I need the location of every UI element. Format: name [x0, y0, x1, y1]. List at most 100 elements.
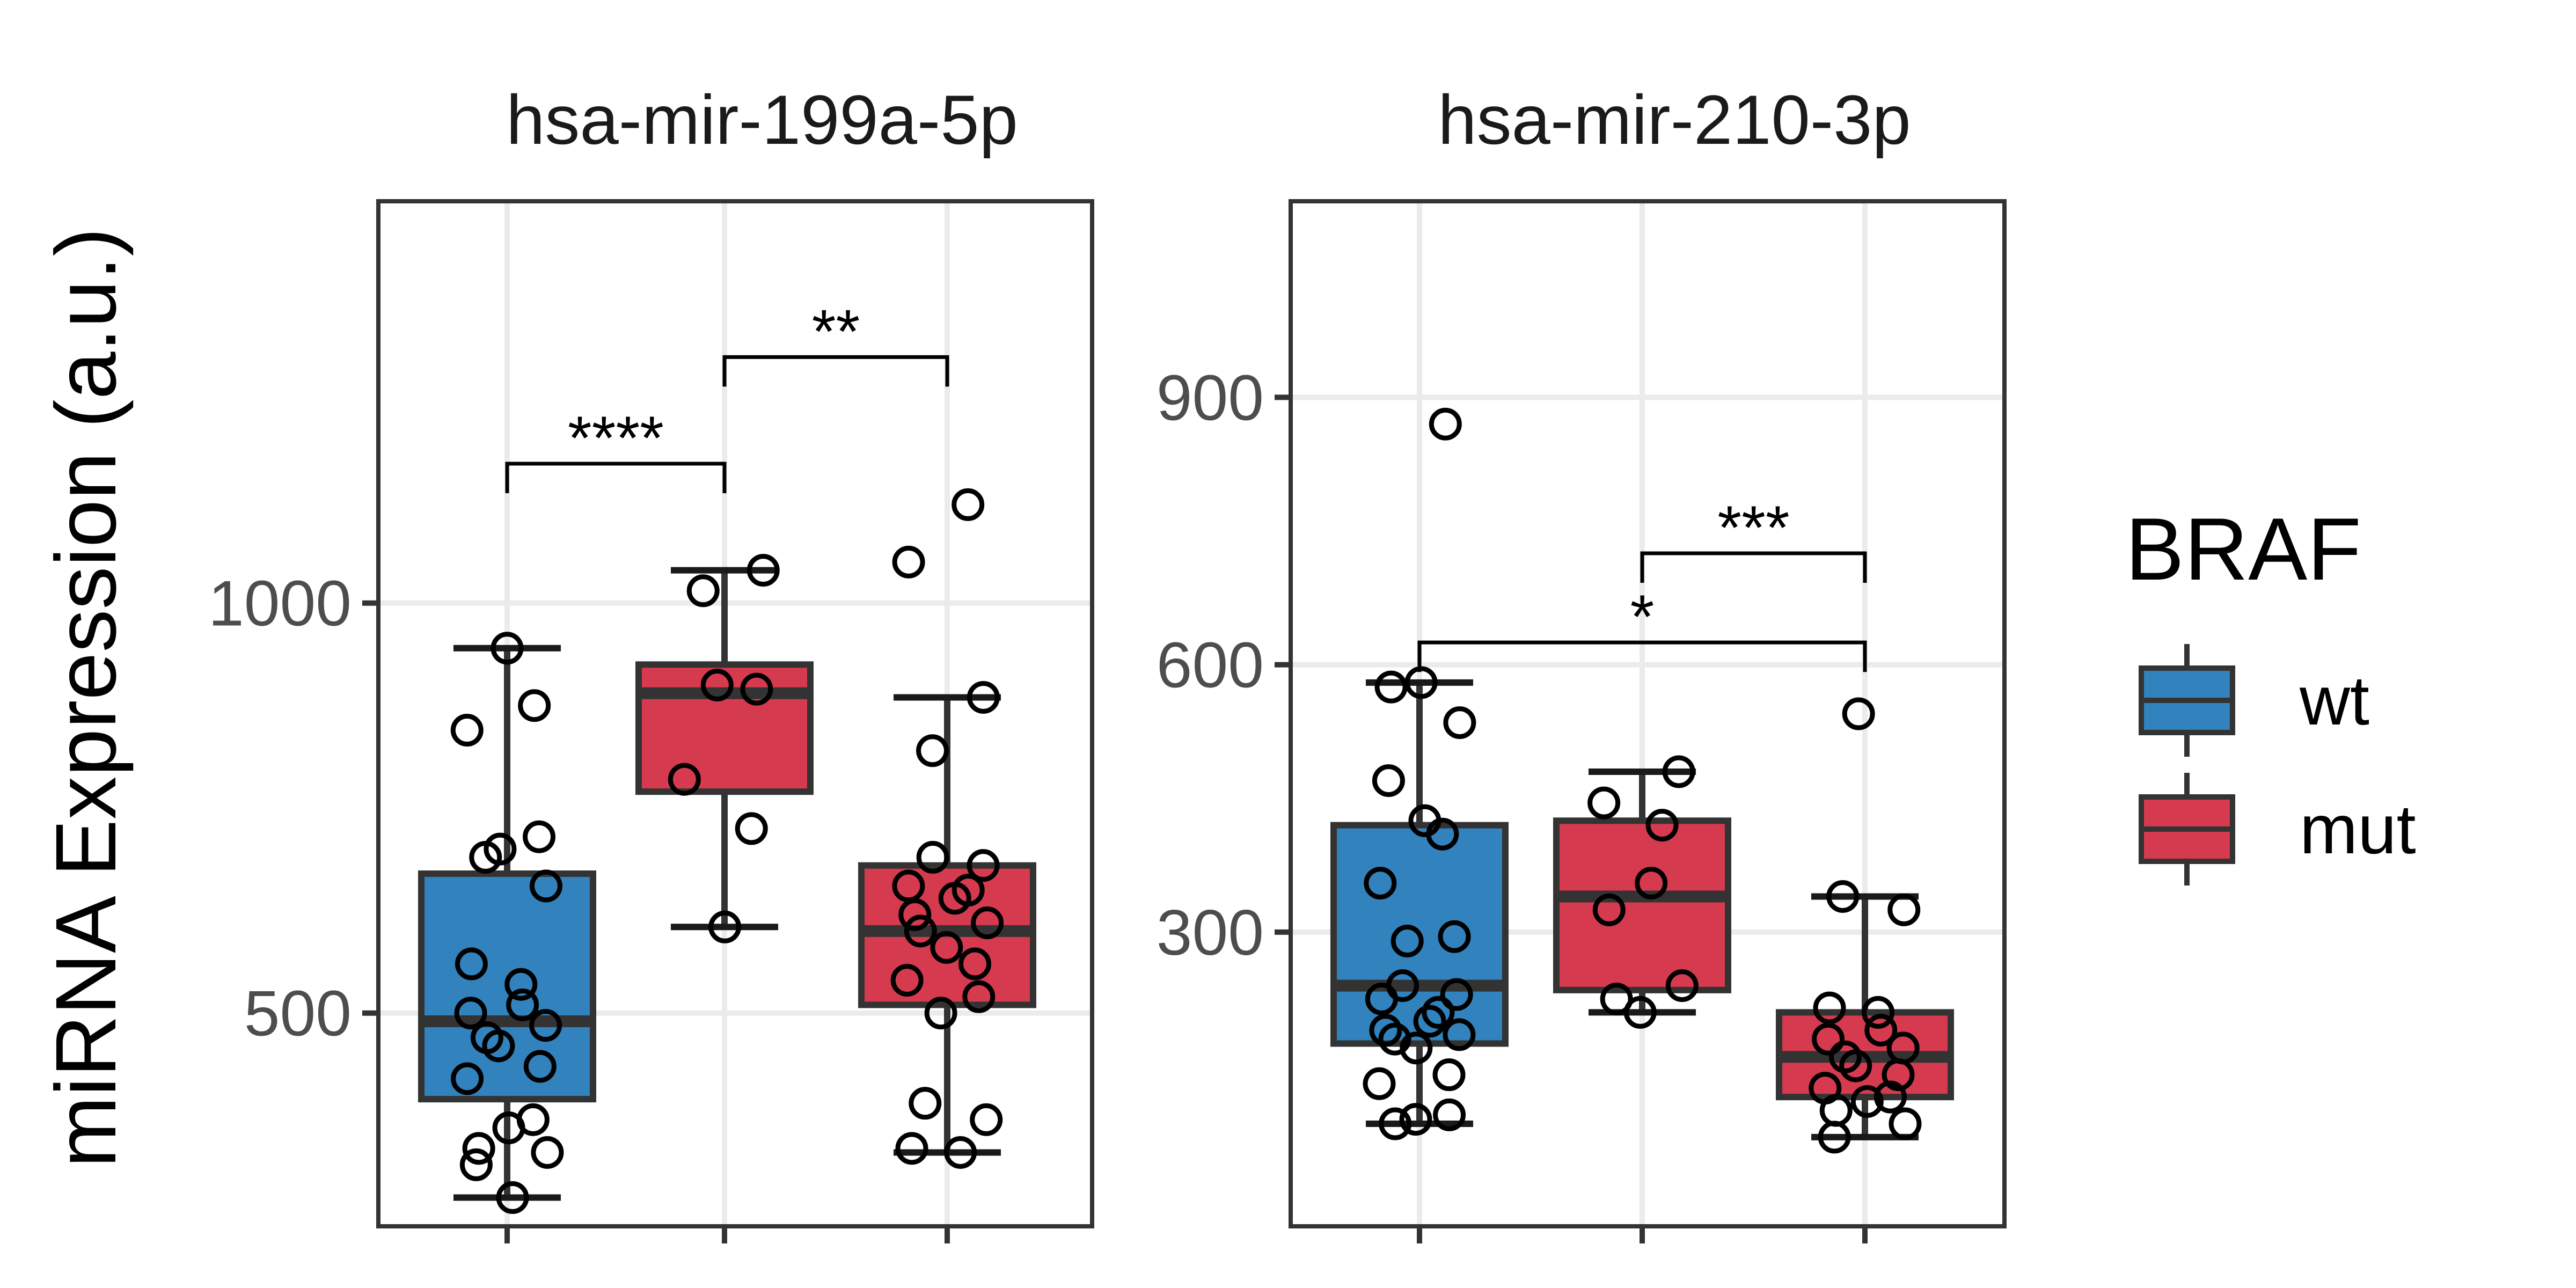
data-point — [895, 1132, 928, 1165]
data-point — [496, 1181, 529, 1214]
data-point — [492, 1111, 525, 1145]
data-point — [529, 869, 562, 903]
significance-bracket — [505, 462, 727, 493]
data-point — [686, 574, 720, 608]
data-point — [459, 1148, 493, 1181]
data-point — [531, 1136, 564, 1169]
data-point — [967, 849, 1000, 882]
data-point — [1882, 1058, 1915, 1092]
data-point — [1443, 706, 1476, 740]
data-point — [1600, 982, 1633, 1015]
box — [635, 661, 814, 795]
data-point — [1889, 1107, 1922, 1140]
data-point — [1379, 1107, 1412, 1140]
data-point — [451, 1062, 484, 1095]
data-point — [455, 947, 488, 980]
data-point — [1363, 1067, 1396, 1100]
data-point — [1818, 1121, 1851, 1154]
data-point — [469, 840, 502, 874]
data-point — [1433, 1098, 1466, 1131]
data-point — [890, 964, 924, 997]
data-point — [938, 882, 971, 915]
data-point — [529, 1009, 562, 1042]
data-point — [892, 545, 925, 579]
data-point — [506, 988, 539, 1021]
data-point — [1413, 1005, 1446, 1038]
data-point — [924, 997, 957, 1030]
significance-label: *** — [1717, 494, 1789, 562]
y-tick-label: 300 — [1157, 897, 1264, 969]
data-point — [523, 1050, 557, 1083]
legend-key-wt — [2139, 644, 2235, 757]
y-tick-label: 600 — [1157, 630, 1264, 701]
data-point — [944, 1136, 977, 1169]
data-point — [735, 812, 768, 845]
data-point — [1440, 978, 1473, 1011]
data-point — [1374, 670, 1408, 704]
significance-bracket — [1640, 551, 1867, 583]
panel-title: hsa-mir-210-3p — [1438, 80, 1911, 159]
data-point — [970, 1103, 1003, 1136]
data-point — [1426, 817, 1459, 851]
data-point — [916, 734, 949, 767]
data-point — [462, 1132, 495, 1165]
data-point — [916, 840, 949, 874]
data-point — [1400, 1031, 1433, 1065]
data-point — [1887, 893, 1921, 926]
data-point — [898, 898, 932, 931]
data-point — [1399, 1103, 1432, 1136]
data-point — [967, 680, 1000, 714]
data-point — [1862, 996, 1895, 1029]
data-point — [1364, 867, 1397, 900]
legend-label-mut: mut — [2300, 790, 2416, 868]
data-point — [668, 763, 701, 796]
data-point — [1828, 1040, 1862, 1073]
y-tick-label: 1000 — [208, 568, 352, 640]
data-point — [1438, 920, 1471, 953]
data-point — [1874, 1080, 1907, 1114]
data-point — [1813, 991, 1846, 1024]
data-point — [1662, 755, 1695, 788]
data-point — [904, 914, 937, 948]
data-point — [1369, 1014, 1402, 1047]
data-point — [708, 910, 742, 943]
data-point — [491, 632, 524, 665]
panel-border — [1289, 199, 2007, 1228]
data-point — [1864, 1014, 1898, 1047]
data-point — [454, 997, 487, 1030]
data-point — [1443, 1018, 1476, 1051]
data-point — [1842, 697, 1875, 730]
data-point — [1623, 996, 1657, 1029]
data-point — [958, 947, 992, 980]
legend-label-wt: wt — [2299, 661, 2369, 740]
data-point — [1432, 1058, 1466, 1092]
data-point — [1592, 893, 1626, 926]
data-point — [482, 1029, 515, 1063]
data-point — [930, 931, 963, 964]
y-axis-label: miRNA Expression (a.u.) — [38, 228, 134, 1168]
data-point — [1587, 786, 1621, 819]
data-point — [740, 672, 773, 706]
panel-title: hsa-mir-199a-5p — [506, 80, 1018, 159]
data-point — [1422, 996, 1455, 1029]
data-point — [1645, 809, 1679, 842]
data-point — [1839, 1049, 1872, 1082]
data-point — [504, 968, 538, 1001]
y-tick-label: 900 — [1157, 362, 1264, 434]
significance-label: * — [1630, 583, 1655, 652]
data-point — [1372, 764, 1405, 797]
data-point — [1391, 925, 1424, 958]
y-tick-label: 500 — [244, 978, 352, 1050]
data-point — [1429, 407, 1462, 441]
data-point — [700, 669, 734, 702]
box — [1553, 817, 1731, 993]
data-point — [1365, 982, 1398, 1015]
legend: BRAF wt mut — [2125, 500, 2416, 885]
data-point — [1635, 867, 1668, 900]
box — [418, 870, 596, 1103]
data-point — [1826, 880, 1860, 913]
legend-key-mut — [2139, 773, 2235, 885]
